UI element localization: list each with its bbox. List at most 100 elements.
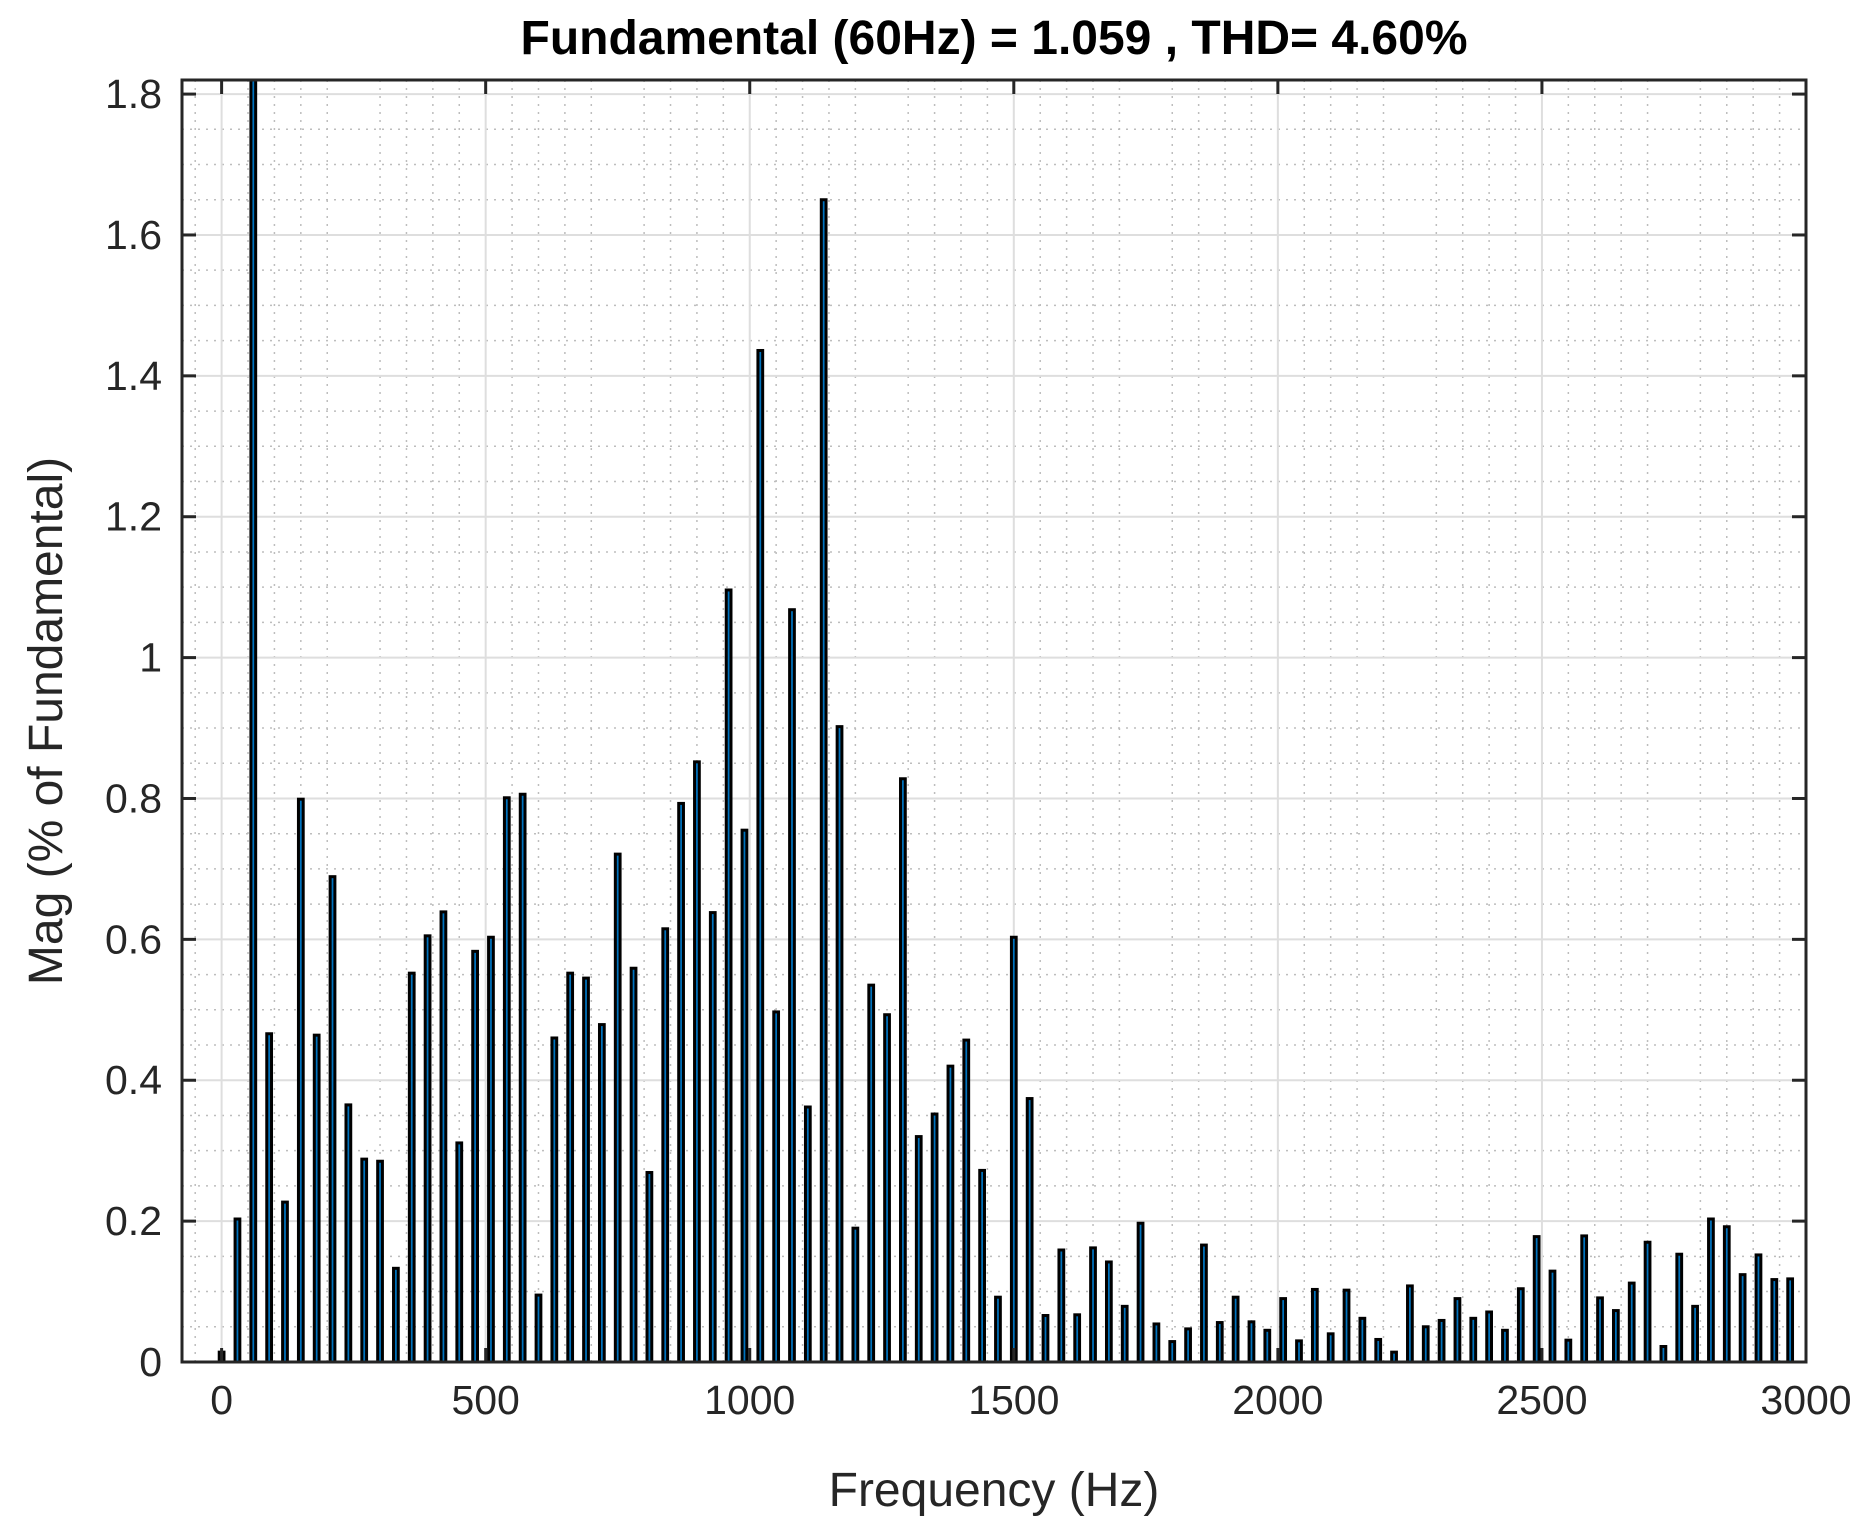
bar: [281, 1200, 289, 1364]
x-tick-label: 3000: [1760, 1377, 1851, 1423]
bar: [296, 797, 305, 1364]
bar: [1722, 1225, 1731, 1364]
bar: [1358, 1316, 1367, 1364]
bar: [803, 1105, 812, 1364]
bar: [1532, 1235, 1541, 1364]
bar: [328, 875, 337, 1364]
bar: [1041, 1314, 1050, 1364]
bar: [1073, 1313, 1082, 1364]
y-tick-label: 0.8: [105, 775, 162, 821]
bar: [1295, 1339, 1303, 1364]
bar: [1786, 1277, 1795, 1364]
bar: [1326, 1332, 1335, 1364]
bar: [582, 976, 590, 1364]
bar: [677, 801, 685, 1364]
bar: [613, 852, 622, 1364]
bar: [1437, 1318, 1446, 1364]
bar: [265, 1032, 274, 1364]
y-tick-label: 0.2: [105, 1198, 162, 1244]
bar: [471, 949, 479, 1364]
y-tick-label: 1.6: [105, 212, 162, 258]
bar: [1120, 1304, 1129, 1364]
y-tick-label: 1.8: [105, 71, 162, 117]
bar: [1564, 1338, 1573, 1364]
bar: [1009, 935, 1018, 1364]
bar: [487, 935, 495, 1364]
bar: [1025, 1097, 1034, 1364]
bar: [1247, 1320, 1256, 1364]
bar: [1453, 1297, 1462, 1364]
y-tick-label: 1.2: [105, 494, 162, 540]
bar: [1136, 1221, 1145, 1364]
bar: [1770, 1278, 1779, 1364]
bar: [1596, 1296, 1604, 1364]
bar: [439, 910, 448, 1364]
bar: [376, 1159, 384, 1364]
bar: [1279, 1297, 1288, 1364]
bar: [914, 1135, 923, 1364]
bar: [1707, 1217, 1715, 1364]
y-tick-label: 0: [139, 1339, 162, 1385]
bar: [597, 1023, 606, 1364]
bar: [1643, 1240, 1652, 1364]
y-axis-label: Mag (% of Fundamental): [20, 457, 73, 985]
x-tick-label: 500: [451, 1377, 519, 1423]
bar: [994, 1295, 1002, 1364]
bar: [1184, 1327, 1192, 1364]
bar: [233, 1217, 242, 1364]
x-tick-label: 2500: [1496, 1377, 1587, 1423]
y-tick-label: 1.4: [105, 353, 162, 399]
bar: [360, 1157, 369, 1364]
bar: [1469, 1316, 1478, 1364]
bar: [1580, 1234, 1589, 1364]
bar: [883, 1013, 891, 1364]
tick-marks: [182, 80, 1808, 1364]
bar: [1675, 1252, 1684, 1364]
bar: [629, 966, 638, 1364]
bar: [1057, 1248, 1066, 1364]
bar: [930, 1112, 939, 1364]
bar: [1104, 1260, 1113, 1364]
y-tick-label: 1: [139, 635, 162, 681]
grid-lines: [182, 80, 1807, 1363]
bar: [867, 983, 876, 1364]
bar: [1421, 1325, 1430, 1364]
bar: [1374, 1337, 1383, 1364]
bar: [1501, 1328, 1509, 1364]
bar: [1089, 1246, 1097, 1364]
bar: [550, 1036, 559, 1364]
bar: [851, 1226, 860, 1364]
bar: [978, 1168, 986, 1364]
bar: [344, 1103, 353, 1364]
y-tick-label: 0.4: [105, 1057, 162, 1103]
bar: [645, 1171, 654, 1364]
bar: [502, 796, 511, 1364]
bar: [1152, 1322, 1161, 1364]
x-tick-labels: 0 500 1000 1500 2000 2500 3000: [210, 1377, 1851, 1423]
bar: [819, 198, 828, 1364]
chart-title: Fundamental (60Hz) = 1.059 , THD= 4.60%: [521, 12, 1468, 65]
bar: [1516, 1287, 1525, 1364]
bar: [1738, 1273, 1747, 1364]
bar: [1485, 1310, 1493, 1364]
bar: [407, 971, 416, 1364]
axes-box: [180, 78, 1808, 1364]
bar: [1691, 1304, 1699, 1364]
bar: [661, 927, 670, 1364]
bar: [1406, 1284, 1414, 1364]
bar: [1548, 1269, 1557, 1364]
bar: [1168, 1340, 1177, 1364]
bar: [835, 725, 844, 1364]
bar: [1215, 1321, 1224, 1364]
bar: [1611, 1309, 1620, 1364]
bar: [392, 1266, 400, 1364]
bar: [1263, 1328, 1272, 1364]
bar: [708, 911, 717, 1364]
x-axis-label: Frequency (Hz): [829, 1464, 1160, 1517]
bar: [1342, 1288, 1351, 1364]
bar: [1200, 1243, 1208, 1364]
x-tick-label: 1500: [968, 1377, 1059, 1423]
bar: [455, 1141, 464, 1364]
y-tick-labels: 0 0.2 0.4 0.6 0.8 1 1.2 1.4 1.6 1.8: [105, 71, 162, 1385]
